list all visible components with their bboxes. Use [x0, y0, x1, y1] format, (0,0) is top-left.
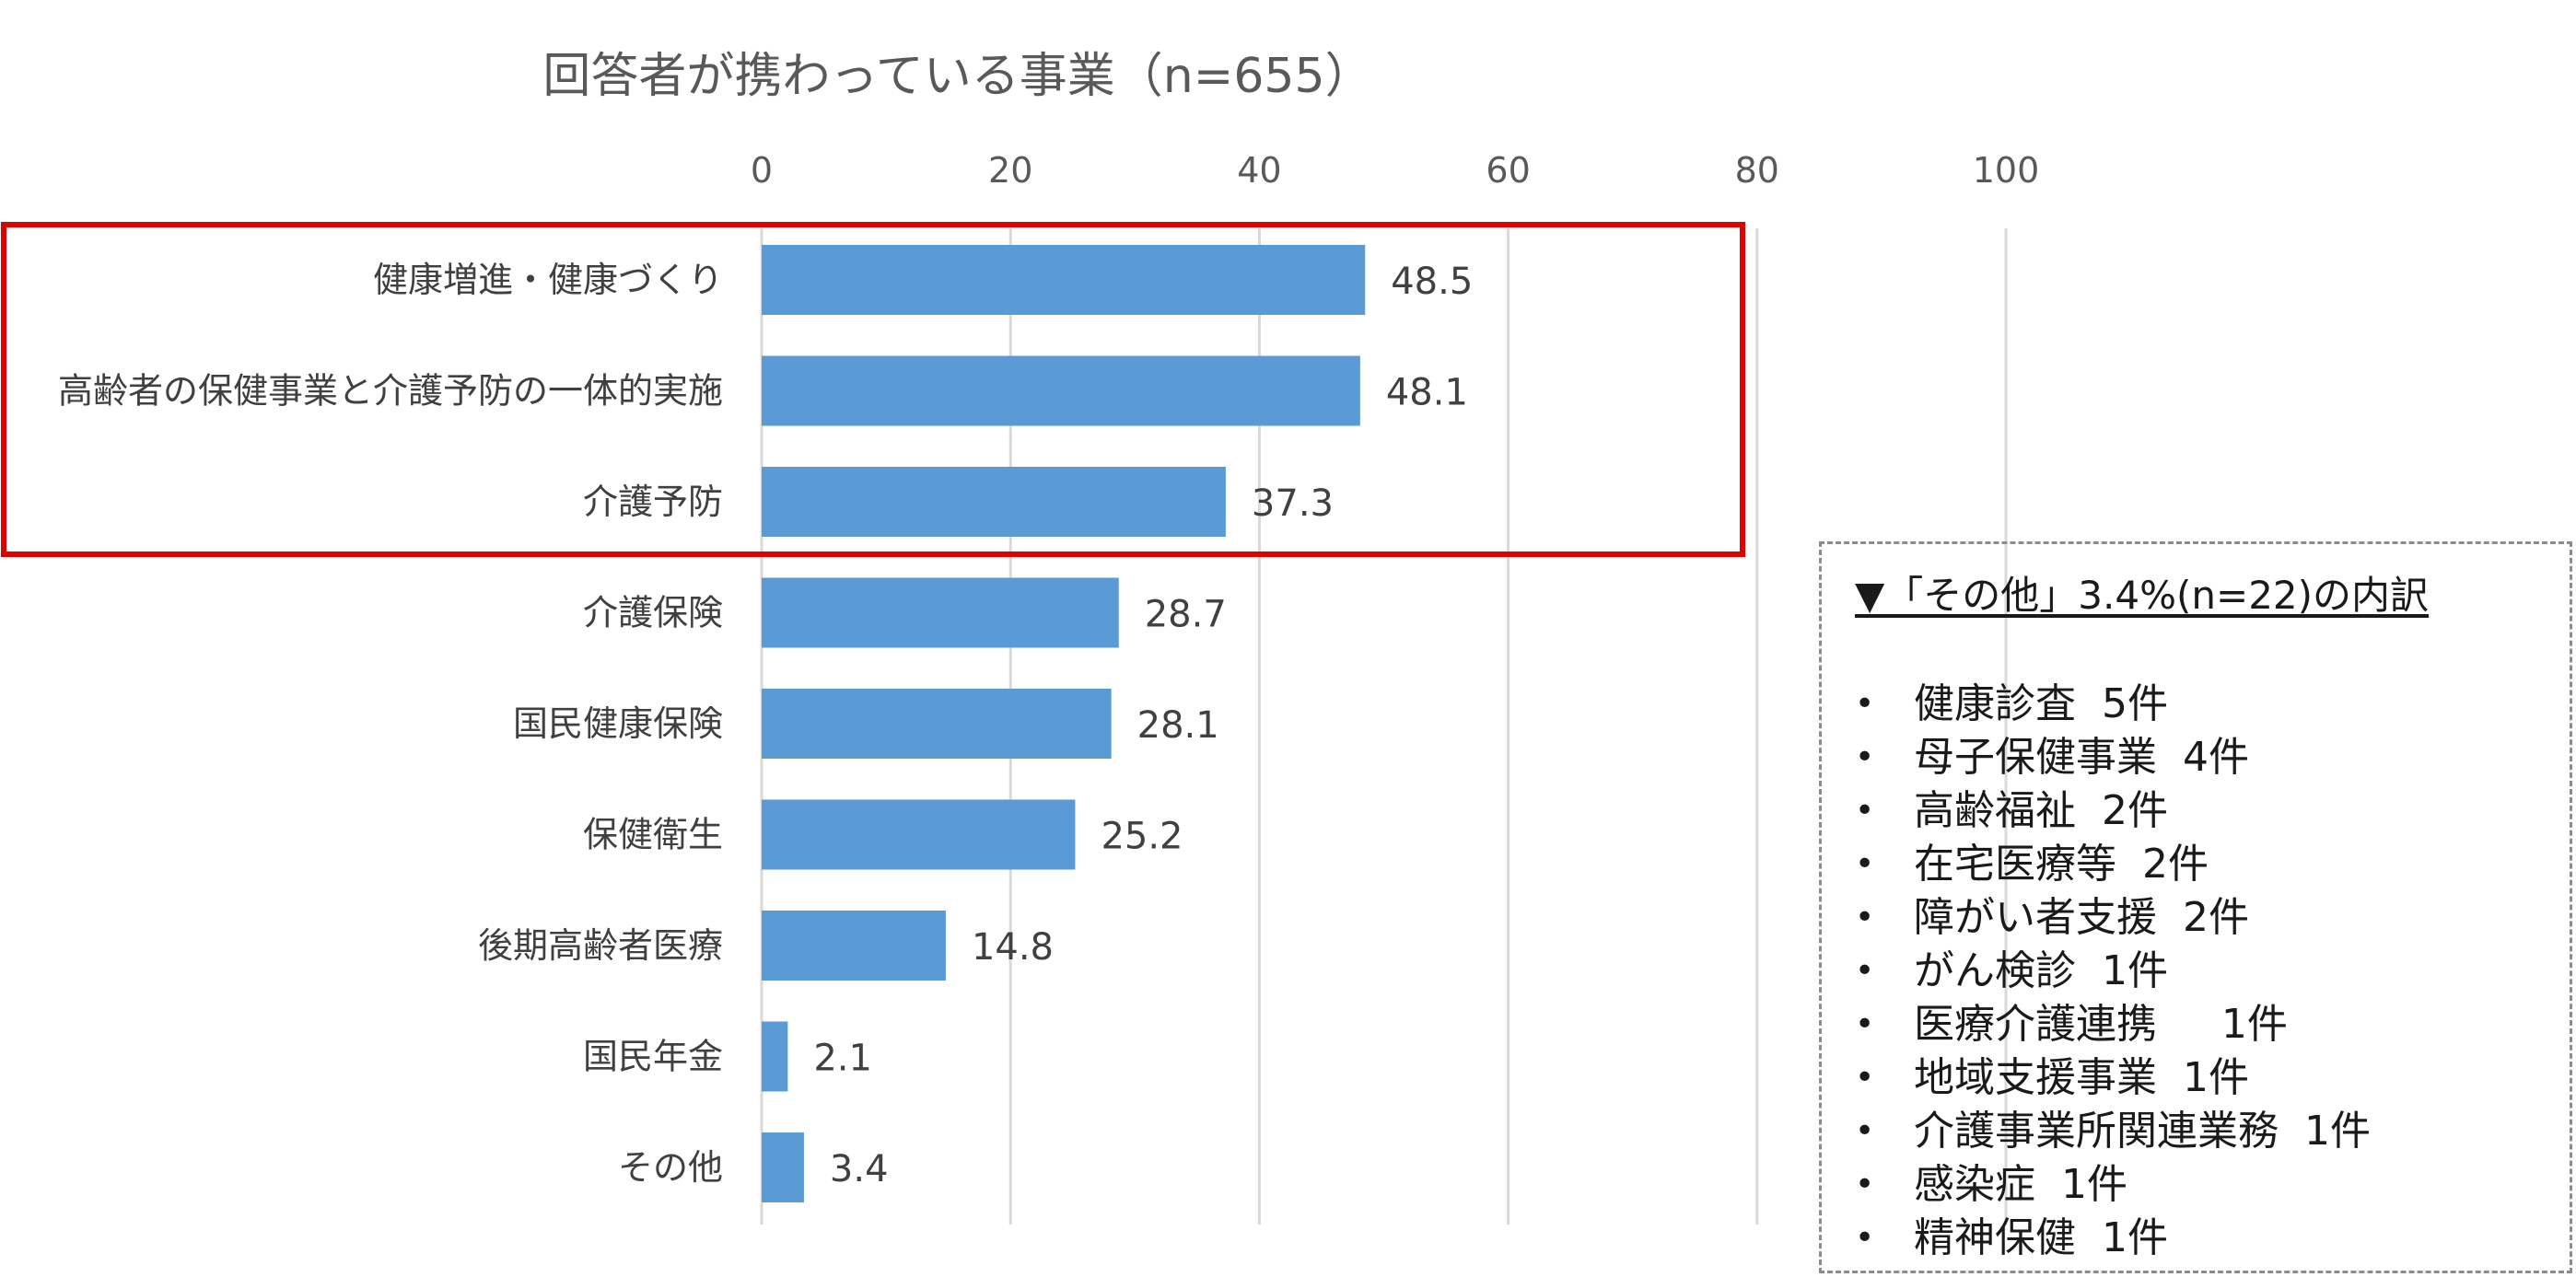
bar — [762, 577, 1119, 648]
x-axis-ticks: 0 20 40 60 80 100 — [751, 150, 2039, 191]
other-breakdown-title: ▼「その他」3.4%(n=22)の内訳 — [1855, 573, 2430, 618]
other-breakdown-item: • 健康診査 5件 — [1855, 678, 2547, 731]
other-breakdown-item: • 感染症 1件 — [1855, 1158, 2547, 1212]
value-label: 28.7 — [1145, 594, 1227, 636]
bullet-icon: • — [1855, 1112, 1875, 1150]
category-label: 国民年金 — [583, 1037, 723, 1077]
bar — [762, 245, 1366, 315]
other-breakdown-box: ▼「その他」3.4%(n=22)の内訳 • 健康診査 5件 • 母子保健事業 4件 • 高… — [1819, 541, 2572, 1273]
bar — [762, 1021, 788, 1092]
other-breakdown-item-text: 地域支援事業 1件 — [1914, 1054, 2249, 1101]
other-breakdown-item-text: 健康診査 5件 — [1914, 680, 2168, 727]
category-label: 介護予防 — [583, 482, 723, 522]
bar — [762, 911, 946, 981]
bullet-icon: • — [1855, 899, 1875, 936]
x-tick-label: 60 — [1486, 150, 1530, 191]
bullet-icon: • — [1855, 792, 1875, 830]
other-breakdown-list: • 健康診査 5件 • 母子保健事業 4件 • 高齢福祉 2件 • 在宅医療等 2件 • 障がい者… — [1855, 678, 2547, 1265]
value-label: 28.1 — [1137, 704, 1219, 747]
other-breakdown-item: • 母子保健事業 4件 — [1855, 731, 2547, 784]
bar — [762, 467, 1226, 537]
value-label: 14.8 — [972, 926, 1054, 969]
other-breakdown-item-text: 高齢福祉 2件 — [1914, 787, 2168, 834]
bar — [762, 355, 1360, 426]
x-tick-label: 100 — [1973, 150, 2040, 191]
value-label: 37.3 — [1252, 482, 1334, 525]
other-breakdown-item: • 精神保健 1件 — [1855, 1212, 2547, 1265]
category-label: 後期高齢者医療 — [478, 925, 723, 966]
other-breakdown-item-text: 医療介護連携 1件 — [1914, 1001, 2288, 1048]
value-labels: 48.5 48.1 37.3 28.7 28.1 25.2 14.8 2.1 3.4 — [813, 261, 1473, 1190]
bullet-icon: • — [1855, 685, 1875, 723]
other-breakdown-item-text: 母子保健事業 4件 — [1914, 734, 2249, 781]
category-label: 健康増進・健康づくり — [373, 260, 723, 300]
bullet-icon: • — [1855, 1166, 1875, 1203]
value-label: 25.2 — [1101, 816, 1183, 858]
category-label: 保健衛生 — [583, 815, 723, 855]
highlight-box — [1, 222, 1745, 557]
category-labels: 健康増進・健康づくり高齢者の保健事業と介護予防の一体的実施介護予防介護保険国民健… — [58, 260, 723, 1188]
x-tick-label: 0 — [751, 150, 773, 191]
bullet-icon: • — [1855, 845, 1875, 883]
bars — [762, 245, 1366, 1202]
bullet-icon: • — [1855, 952, 1875, 990]
bar — [762, 1132, 804, 1202]
other-breakdown-item-text: 感染症 1件 — [1914, 1161, 2127, 1208]
other-breakdown-item: • 医療介護連携 1件 — [1855, 998, 2547, 1051]
bullet-icon: • — [1855, 1005, 1875, 1043]
x-tick-label: 80 — [1735, 150, 1779, 191]
other-breakdown-item: • 介護事業所関連業務 1件 — [1855, 1105, 2547, 1158]
other-breakdown-item-text: 精神保健 1件 — [1914, 1214, 2168, 1261]
bullet-icon: • — [1855, 1059, 1875, 1097]
other-breakdown-item: • 障がい者支援 2件 — [1855, 891, 2547, 945]
chart-title: 回答者が携わっている事業（n=655） — [542, 49, 1372, 104]
bar — [762, 799, 1076, 870]
other-breakdown-item-text: 介護事業所関連業務 1件 — [1914, 1108, 2371, 1155]
other-breakdown-item: • 地域支援事業 1件 — [1855, 1051, 2547, 1105]
bullet-icon: • — [1855, 738, 1875, 776]
category-label: その他 — [618, 1147, 723, 1188]
value-label: 3.4 — [830, 1148, 889, 1190]
other-breakdown-item-text: 障がい者支援 2件 — [1914, 894, 2249, 941]
x-tick-label: 40 — [1237, 150, 1281, 191]
other-breakdown-item-text: がん検診 1件 — [1914, 947, 2168, 994]
other-breakdown-item: • 在宅医療等 2件 — [1855, 838, 2547, 891]
x-tick-label: 20 — [988, 150, 1032, 191]
category-label: 高齢者の保健事業と介護予防の一体的実施 — [58, 371, 723, 412]
other-breakdown-item-text: 在宅医療等 2件 — [1914, 841, 2209, 888]
category-label: 国民健康保険 — [513, 703, 723, 744]
value-label: 2.1 — [813, 1038, 872, 1080]
value-label: 48.5 — [1391, 261, 1473, 303]
value-label: 48.1 — [1386, 372, 1468, 414]
category-label: 介護保険 — [583, 593, 723, 633]
other-breakdown-item: • がん検診 1件 — [1855, 945, 2547, 998]
bar — [762, 689, 1112, 759]
other-breakdown-item: • 高齢福祉 2件 — [1855, 784, 2547, 838]
bullet-icon: • — [1855, 1219, 1875, 1257]
